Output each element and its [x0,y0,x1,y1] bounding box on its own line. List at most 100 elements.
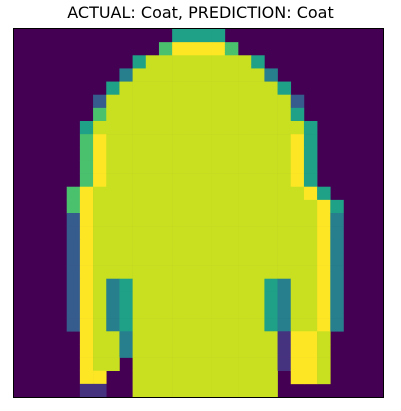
image-pixel [132,199,147,214]
image-pixel [211,186,226,201]
image-pixel [106,186,120,201]
image-pixel [145,383,160,397]
image-pixel [211,331,226,345]
image-pixel [251,291,265,306]
coat-image [14,29,383,397]
image-pixel [330,318,344,332]
image-pixel [290,226,305,240]
image-pixel [238,291,252,306]
image-pixel [172,305,186,319]
image-pixel [251,344,265,358]
image-pixel [251,383,265,397]
image-pixel [79,331,94,345]
image-pixel [119,94,133,109]
image-pixel [224,147,239,161]
image-pixel [106,239,120,253]
image-pixel [158,186,173,201]
image-pixel [251,160,265,174]
image-pixel [132,81,147,96]
image-pixel [158,81,173,96]
image-pixel [198,239,212,253]
image-pixel [264,239,278,253]
image-pixel [172,134,186,148]
image-pixel [145,331,160,345]
image-pixel [145,147,160,161]
image-pixel [198,55,212,69]
image-pixel [211,213,226,227]
image-pixel [119,344,133,358]
image-pixel [185,344,199,358]
image-pixel [251,134,265,148]
image-pixel [224,68,239,82]
image-pixel [303,318,318,332]
image-pixel [290,344,305,358]
image-pixel [211,147,226,161]
image-pixel [185,357,199,372]
image-pixel [185,213,199,227]
image-pixel [251,318,265,332]
image-pixel [66,239,81,253]
image-pixel [211,239,226,253]
image-pixel [224,252,239,266]
image-pixel [277,305,292,319]
image-pixel [251,107,265,122]
image-pixel [93,226,107,240]
image-pixel [132,318,147,332]
image-pixel [79,199,94,214]
image-pixel [224,121,239,135]
image-pixel [303,226,318,240]
image-pixel [132,265,147,280]
image-pixel [158,370,173,385]
image-pixel [172,344,186,358]
image-pixel [238,213,252,227]
image-pixel [145,68,160,82]
image-pixel [277,318,292,332]
image-pixel [172,173,186,188]
image-pixel [106,252,120,266]
image-pixel [185,239,199,253]
image-pixel [119,305,133,319]
image-pixel [79,370,94,385]
image-pixel [264,186,278,201]
image-pixel [330,305,344,319]
image-pixel [251,81,265,96]
image-pixel [198,226,212,240]
image-pixel [145,252,160,266]
image-pixel [93,318,107,332]
image-pixel [172,383,186,397]
image-pixel [66,265,81,280]
image-pixel [211,121,226,135]
image-pixel [185,383,199,397]
image-pixel [79,305,94,319]
image-pixel [145,81,160,96]
image-pixel [290,331,305,345]
image-pixel [158,121,173,135]
image-pixel [251,331,265,345]
image-pixel [145,173,160,188]
image-pixel [79,265,94,280]
image-pixel [172,370,186,385]
image-pixel [290,252,305,266]
image-pixel [303,305,318,319]
image-pixel [172,318,186,332]
image-pixel [145,199,160,214]
image-pixel [211,278,226,293]
image-pixel [251,370,265,385]
image-pixel [277,81,292,96]
image-pixel [211,134,226,148]
image-pixel [224,318,239,332]
image-pixel [330,252,344,266]
image-pixel [317,331,331,345]
image-pixel [66,213,81,227]
image-pixel [66,252,81,266]
image-pixel [277,107,292,122]
image-pixel [290,305,305,319]
image-pixel [145,239,160,253]
image-pixel [106,107,120,122]
image-pixel [238,252,252,266]
image-pixel [277,213,292,227]
image-pixel [277,291,292,306]
image-pixel [317,186,331,201]
image-pixel [119,291,133,306]
